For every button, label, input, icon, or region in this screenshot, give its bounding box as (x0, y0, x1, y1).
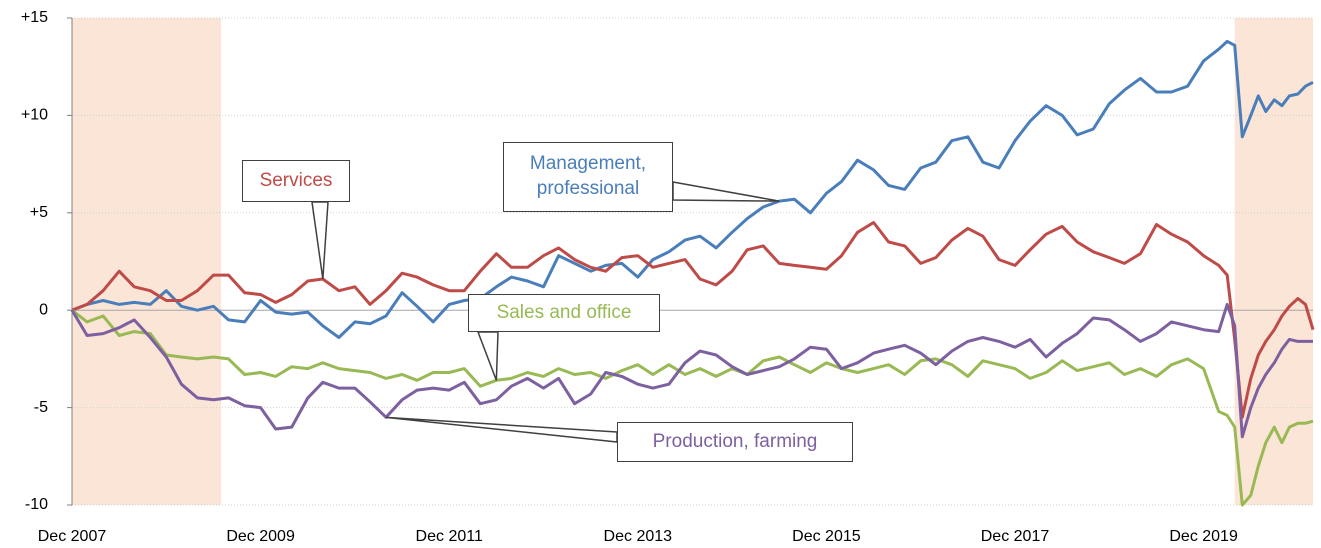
y-tick-label: +10 (21, 107, 48, 124)
series-label: Sales and office (468, 294, 660, 332)
x-tick-label: Dec 2011 (416, 528, 483, 545)
series-line (71, 39, 1314, 339)
series-label: Management, professional (503, 142, 673, 212)
y-tick-label: +15 (21, 9, 48, 26)
callout-pointer (476, 331, 499, 381)
y-tick-label: 0 (39, 301, 48, 318)
x-tick-label: Dec 2009 (226, 528, 295, 545)
x-tick-label: Dec 2013 (604, 528, 673, 545)
y-tick-label: +5 (30, 204, 48, 221)
callout-pointer (672, 181, 780, 202)
series-label: Services (242, 160, 350, 202)
series-line (70, 302, 1313, 439)
x-tick-label: Dec 2019 (1169, 528, 1238, 545)
recession-band (72, 18, 221, 505)
callout-pointer (311, 201, 329, 280)
callout-pointer (385, 416, 618, 443)
x-tick-label: Dec 2007 (38, 528, 107, 545)
y-tick-label: -5 (34, 399, 48, 416)
x-tick-label: Dec 2015 (792, 528, 861, 545)
series-label: Production, farming (617, 422, 853, 462)
x-tick-label: Dec 2017 (981, 528, 1050, 545)
series-line (71, 221, 1315, 419)
y-tick-label: -10 (25, 496, 48, 513)
